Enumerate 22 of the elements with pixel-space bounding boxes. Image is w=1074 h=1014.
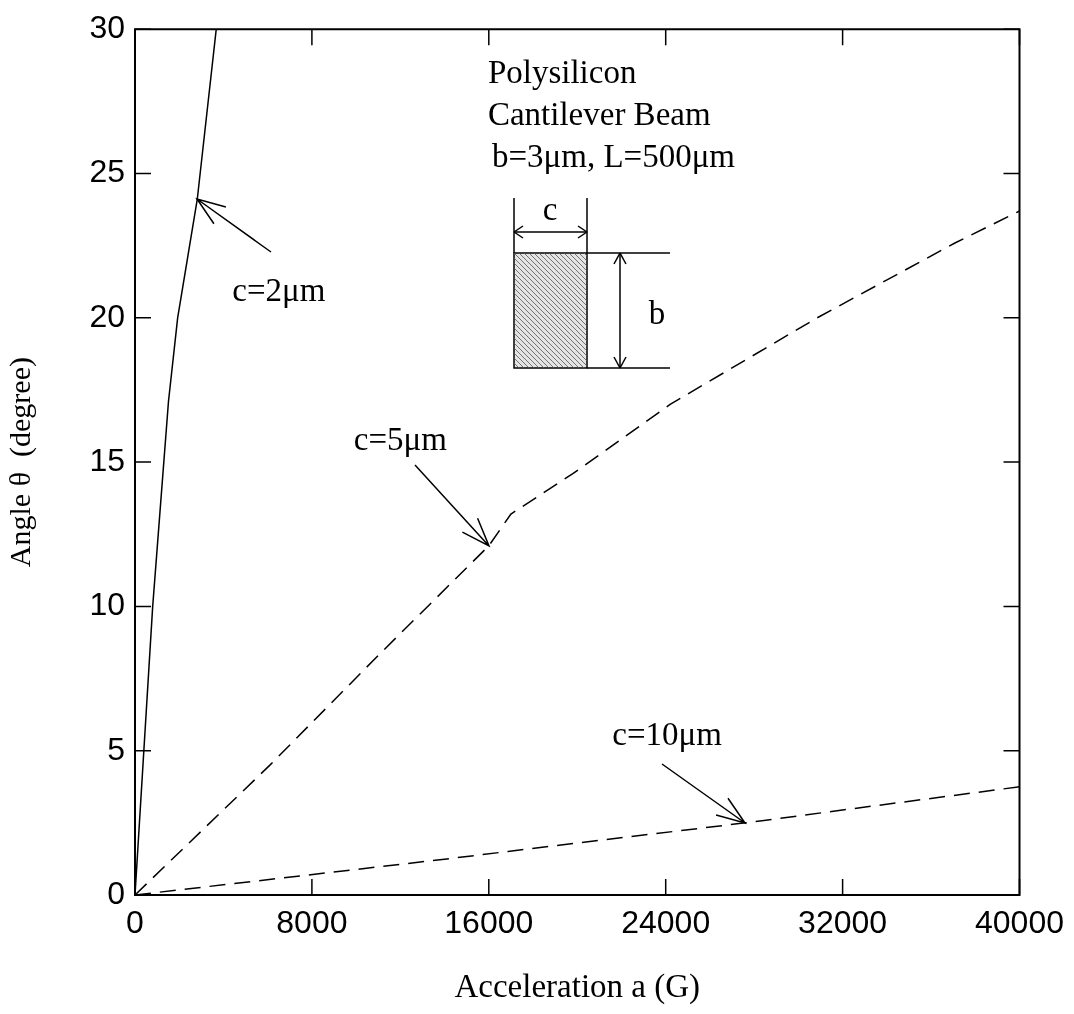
x-tick-label: 32000 <box>798 904 888 941</box>
annotation: b <box>648 295 666 331</box>
y-tick-label: 25 <box>89 153 125 190</box>
annotation: b=3μm, L=500μm <box>491 138 736 175</box>
y-tick-label: 30 <box>89 9 125 46</box>
y-tick-label: 5 <box>107 730 125 767</box>
y-tick-label: 20 <box>89 297 125 334</box>
annotation: c=10μm <box>612 715 723 752</box>
x-tick-label: 24000 <box>621 904 711 941</box>
x-tick-label: 16000 <box>444 904 534 941</box>
annotation: c=5μm <box>353 420 448 457</box>
x-tick-label: 8000 <box>276 904 348 941</box>
y-tick-label: 0 <box>107 874 125 911</box>
annotation: Cantilever Beam <box>487 96 711 133</box>
y-tick-label: 10 <box>89 586 125 623</box>
annotation: Polysilicon <box>487 54 637 91</box>
annotation: c=2μm <box>232 272 326 309</box>
x-axis-title: Acceleration a (G) <box>454 967 701 1005</box>
y-axis-title: Angle θ (degree) <box>2 357 37 568</box>
y-tick-label: 15 <box>89 441 125 478</box>
annotation: c <box>542 191 558 227</box>
x-tick-label: 40000 <box>975 904 1064 941</box>
